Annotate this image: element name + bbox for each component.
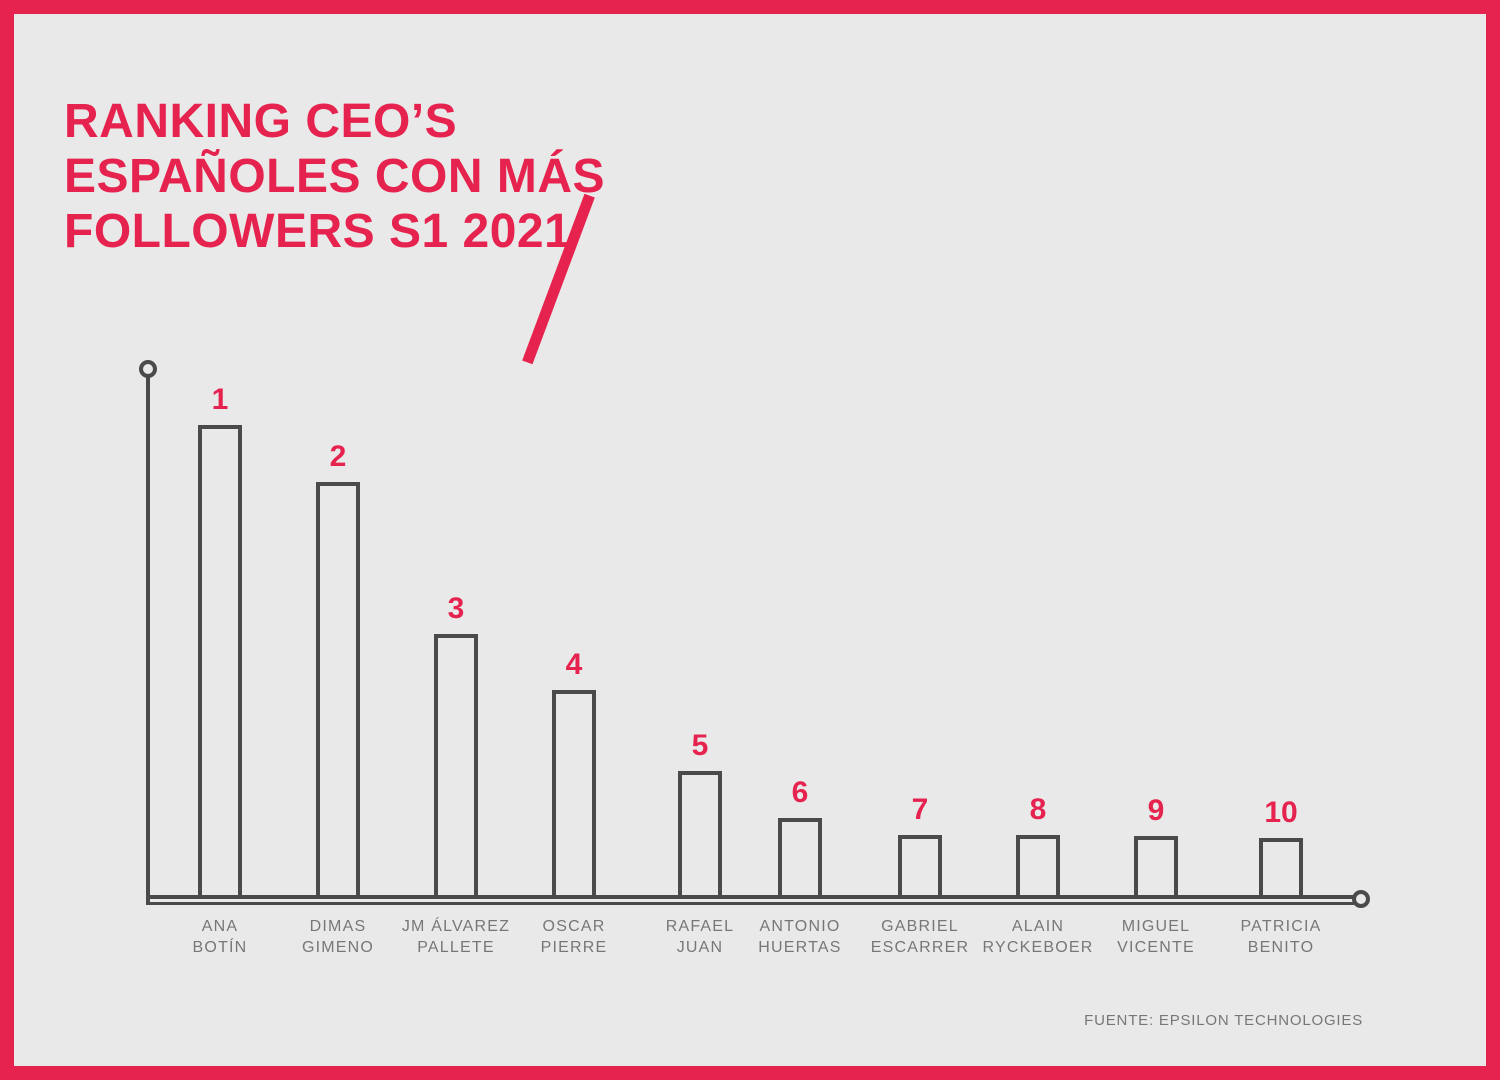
chart-title-line-3: FOLLOWERS S1 2021 — [64, 205, 572, 258]
bar-category-line-2: BENITO — [1247, 939, 1315, 956]
bar-category-line-1: MIGUEL — [1121, 918, 1191, 935]
bar-rect — [552, 690, 596, 899]
x-axis-line — [146, 895, 1354, 899]
bar-category-line-2: ESCARRER — [870, 939, 970, 956]
bar-category-line-1: RAFAEL — [665, 918, 735, 935]
bar-rect — [778, 818, 822, 899]
bar-category-label: ALAIN RYCKEBOER — [948, 916, 1128, 958]
bar-category-line-1: ANTONIO — [759, 918, 841, 935]
bar-category-line-1: PATRICIA — [1240, 918, 1322, 935]
bar-rank-label: 1 — [211, 383, 229, 416]
bar-category-line-2: PALLETE — [417, 939, 495, 956]
bar-category-line-1: DIMAS — [309, 918, 367, 935]
bar-category-label: ANA BOTÍN — [130, 916, 310, 958]
bar-rect — [1259, 838, 1303, 899]
x-axis-secondary-line — [146, 902, 1354, 905]
bar-rect — [198, 425, 242, 899]
bar-category-label: JM ÁLVAREZ PALLETE — [366, 916, 546, 958]
x-axis-end-circle — [1352, 890, 1370, 908]
bar-rect — [316, 482, 360, 899]
chart-title: RANKING CEO’S ESPAÑOLES CON MÁS FOLLOWER… — [64, 94, 605, 259]
bar-rank-label: 10 — [1264, 796, 1298, 829]
source-caption: FUENTE: EPSILON TECHNOLOGIES — [1084, 1012, 1363, 1029]
bar-category-label: DIMAS GIMENO — [248, 916, 428, 958]
bar-category-line-2: PIERRE — [540, 939, 608, 956]
bar-rect — [1134, 836, 1178, 899]
bar-rect — [1016, 835, 1060, 899]
bar-category-line-2: VICENTE — [1117, 939, 1195, 956]
bar-category-line-2: GIMENO — [301, 939, 375, 956]
bar-category-line-2: HUERTAS — [758, 939, 842, 956]
bar-rank-label: 8 — [1029, 793, 1047, 826]
bar-category-line-2: BOTÍN — [192, 939, 248, 956]
bar-rect — [434, 634, 478, 899]
chart-title-line-1: RANKING CEO’S — [64, 95, 458, 148]
y-axis-line — [146, 374, 150, 905]
bar-category-line-1: OSCAR — [542, 918, 606, 935]
bar-category-label: RAFAEL JUAN — [610, 916, 790, 958]
bar-rank-label: 4 — [565, 648, 583, 681]
bar-rank-label: 2 — [329, 440, 347, 473]
bar-category-line-1: GABRIEL — [881, 918, 959, 935]
bar-rank-label: 3 — [447, 592, 465, 625]
bar-category-line-2: JUAN — [676, 939, 724, 956]
bar-category-label: ANTONIO HUERTAS — [710, 916, 890, 958]
bar-category-label: OSCAR PIERRE — [484, 916, 664, 958]
bar-category-label: GABRIEL ESCARRER — [830, 916, 1010, 958]
bar-rect — [678, 771, 722, 899]
bar-category-line-2: RYCKEBOER — [982, 939, 1094, 956]
bar-category-label: MIGUEL VICENTE — [1066, 916, 1246, 958]
bar-rank-label: 5 — [691, 729, 709, 762]
bar-category-line-1: ANA — [201, 918, 239, 935]
bar-category-line-1: ALAIN — [1011, 918, 1065, 935]
bar-rank-label: 7 — [911, 793, 929, 826]
bar-rank-label: 9 — [1147, 794, 1165, 827]
bar-category-line-1: JM ÁLVAREZ — [401, 918, 511, 935]
bar-rect — [898, 835, 942, 899]
chart-title-line-2: ESPAÑOLES CON MÁS — [64, 150, 605, 203]
bar-rank-label: 6 — [791, 776, 809, 809]
bar-category-label: PATRICIA BENITO — [1191, 916, 1371, 958]
